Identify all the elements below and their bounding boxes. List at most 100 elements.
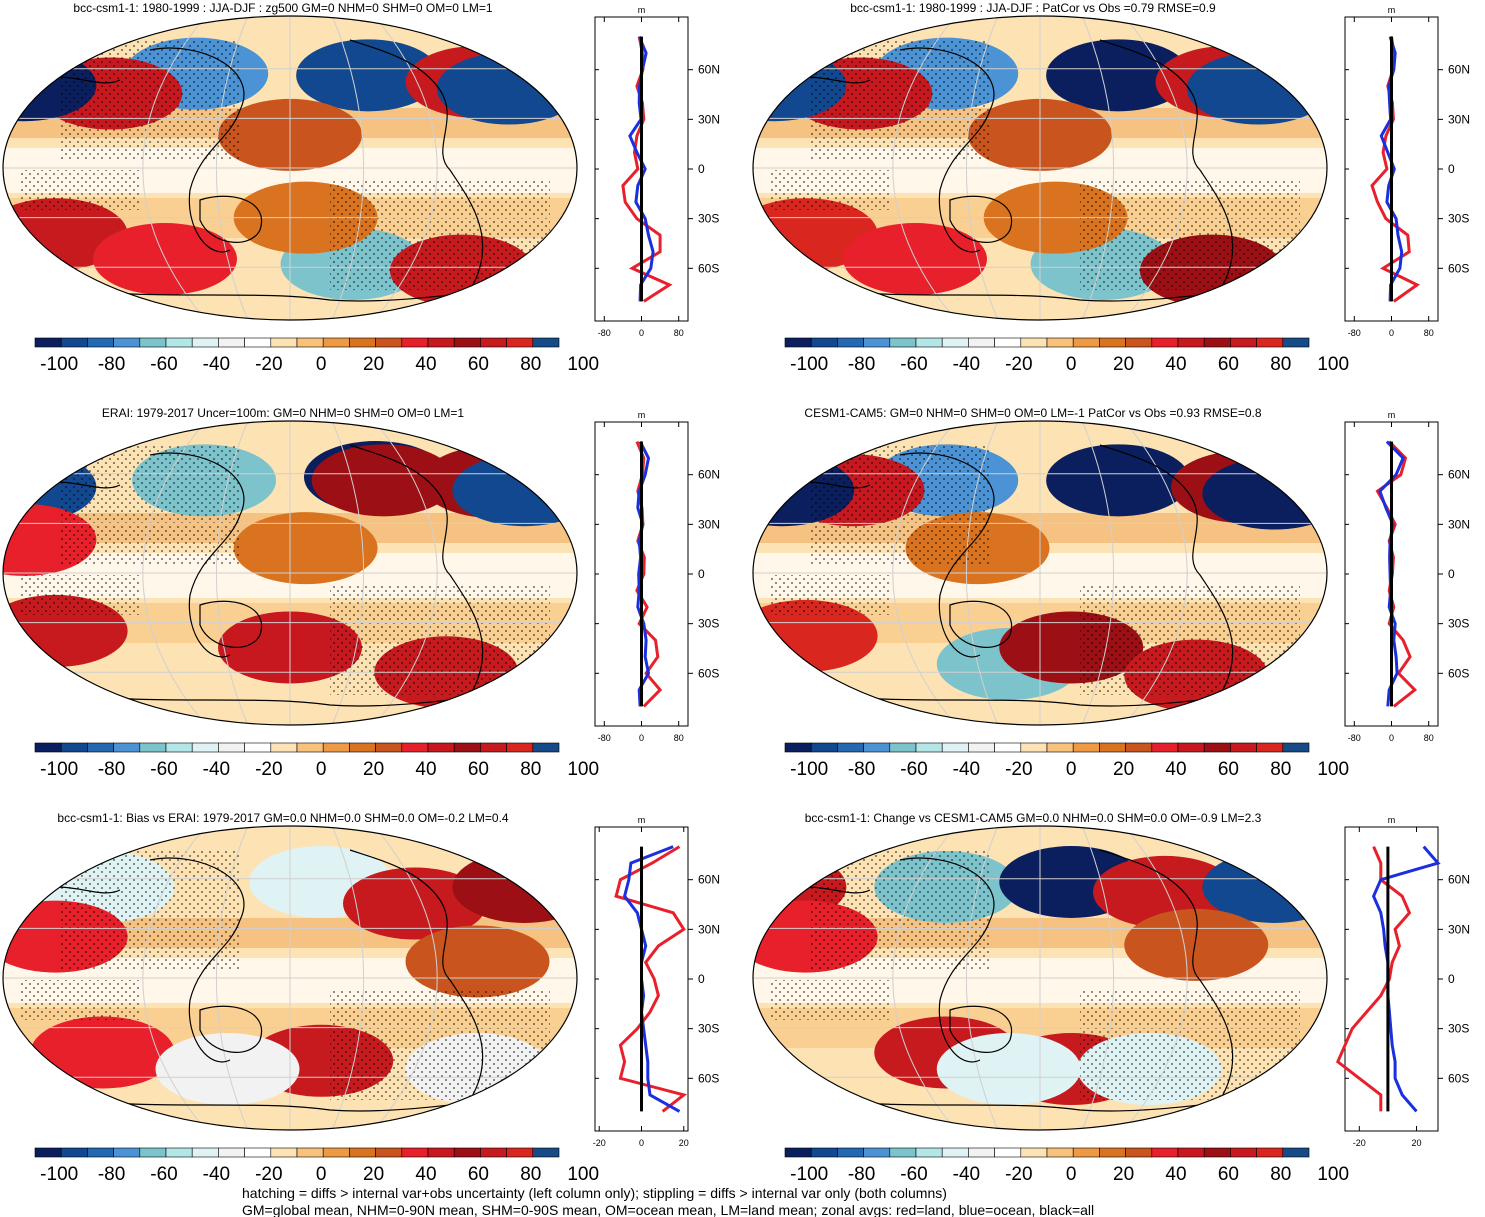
map-field <box>3 421 577 725</box>
colorbar-tick-label: 20 <box>1113 354 1134 375</box>
zonal-unit: m <box>1388 5 1396 15</box>
coastline <box>149 452 245 658</box>
colorbar-cell <box>915 1147 943 1158</box>
meridian-line <box>331 421 365 725</box>
colorbar-cell <box>941 1147 969 1158</box>
colorbar-cell <box>427 742 455 753</box>
meridian-line <box>215 16 249 320</box>
zonal-lat-label: 30S <box>1448 617 1469 631</box>
colorbar-cell <box>453 742 481 753</box>
colorbar-tick-label: 100 <box>567 1164 599 1185</box>
anomaly-contour <box>233 512 378 585</box>
colorbar-cell <box>1046 1147 1074 1158</box>
coastline <box>949 600 1013 648</box>
colorbar-cell <box>480 1147 507 1158</box>
colorbar-tick-label: 60 <box>468 1164 489 1185</box>
colorbar-cell <box>427 337 455 348</box>
colorbar-tick-label: -100 <box>790 1164 828 1185</box>
zonal-x-tick-label: -20 <box>593 1138 606 1148</box>
panel-6: bcc-csm1-1: Change vs CESM1-CAM5 GM=0.0 … <box>752 811 1470 1185</box>
colorbar-cell <box>1256 1147 1284 1158</box>
graticule <box>753 16 1327 320</box>
colorbar-cell <box>915 337 943 348</box>
meridian-line <box>373 826 438 1130</box>
zonal-lat-label: 30N <box>698 112 720 126</box>
colorbar-cell <box>60 742 88 753</box>
coastline <box>1099 444 1234 696</box>
colorbar-tick-label: -40 <box>203 354 230 375</box>
zonal-x-tick-label: 20 <box>679 1138 689 1148</box>
colorbar-cell <box>296 337 324 348</box>
colorbar-cell <box>863 337 891 348</box>
zonal-x-tick-label: 0 <box>639 733 644 743</box>
colorbar-tick-label: 80 <box>520 354 541 375</box>
meridian-line <box>1081 16 1115 320</box>
anomaly-contour <box>343 867 488 940</box>
colorbar-cell <box>1125 1147 1153 1158</box>
zonal-lat-label: 60S <box>1448 666 1469 680</box>
colorbar-cell <box>1177 742 1205 753</box>
colorbar-cell <box>1099 1147 1126 1158</box>
colorbar-tick-label: 80 <box>1270 759 1291 780</box>
colorbar-tick-label: -60 <box>900 759 927 780</box>
map-border <box>752 825 1328 1131</box>
colorbar-cell <box>941 742 969 753</box>
zonal-lat-label: 60S <box>698 1071 719 1085</box>
colorbar-cell <box>453 337 481 348</box>
colorbar-tick-label: -80 <box>848 1164 875 1185</box>
meridian-line <box>142 826 207 1130</box>
colorbar-cell <box>60 337 88 348</box>
zonal-frame <box>1344 826 1439 1132</box>
zonal-x-tick-label: 0 <box>639 328 644 338</box>
coastlines <box>39 39 541 302</box>
zonal-x-tick-label: -80 <box>1348 328 1361 338</box>
colorbar-cell <box>1151 742 1179 753</box>
colorbar-cell <box>34 742 62 753</box>
colorbar-cell <box>1256 337 1284 348</box>
colorbar-cell <box>270 1147 298 1158</box>
map-border <box>2 15 578 321</box>
colorbar-cell <box>1072 337 1100 348</box>
colorbar-tick-label: 80 <box>1270 354 1291 375</box>
colorbar-cell <box>968 742 995 753</box>
colorbar-cell <box>941 337 969 348</box>
colorbar-cell <box>401 1147 429 1158</box>
colorbar-cell <box>863 742 891 753</box>
colorbar-cell <box>1203 337 1231 348</box>
colorbar-cell <box>1099 337 1126 348</box>
colorbar-cell <box>994 742 1022 753</box>
colorbar: -100 -80 -60 -40 -20 0 20 40 60 80 100 <box>784 742 1349 780</box>
colorbar-cell <box>810 1147 838 1158</box>
colorbar-tick-label: 0 <box>316 354 327 375</box>
colorbar-tick-label: -20 <box>1005 759 1032 780</box>
colorbar-cell <box>139 742 167 753</box>
colorbar-tick-label: -20 <box>1005 354 1032 375</box>
colorbar-cell <box>453 1147 481 1158</box>
zonal-lat-label: 60N <box>698 63 720 77</box>
colorbar-tick-label: -60 <box>150 759 177 780</box>
meridian-line <box>373 421 438 725</box>
zonal-lat-label: 60S <box>698 666 719 680</box>
coastline <box>1099 39 1234 291</box>
colorbar-cell <box>322 1147 350 1158</box>
anomaly-contour <box>753 873 800 901</box>
colorbar-tick-label: 20 <box>363 354 384 375</box>
zonal-lat-label: 60N <box>1448 873 1470 887</box>
colorbar-tick-label: -80 <box>848 354 875 375</box>
stippling <box>60 445 240 565</box>
zonal-lat-label: 0 <box>698 972 705 986</box>
zonal-panel: m 60N 30N 0 30S 60S -80 0 80 <box>1344 5 1470 338</box>
colorbar-cell <box>863 1147 891 1158</box>
coastline <box>149 47 245 253</box>
colorbar-tick-label: 20 <box>1113 759 1134 780</box>
zonal-lat-label: 0 <box>1448 972 1455 986</box>
colorbar-cell <box>1099 742 1126 753</box>
zonal-lat-label: 30N <box>1448 922 1470 936</box>
zonal-lat-label: 30N <box>1448 517 1470 531</box>
colorbar-tick-label: 0 <box>316 759 327 780</box>
colorbar-cell <box>401 337 429 348</box>
colorbar-cell <box>1177 1147 1205 1158</box>
zonal-unit: m <box>638 410 646 420</box>
colorbar-tick-label: -20 <box>255 354 282 375</box>
